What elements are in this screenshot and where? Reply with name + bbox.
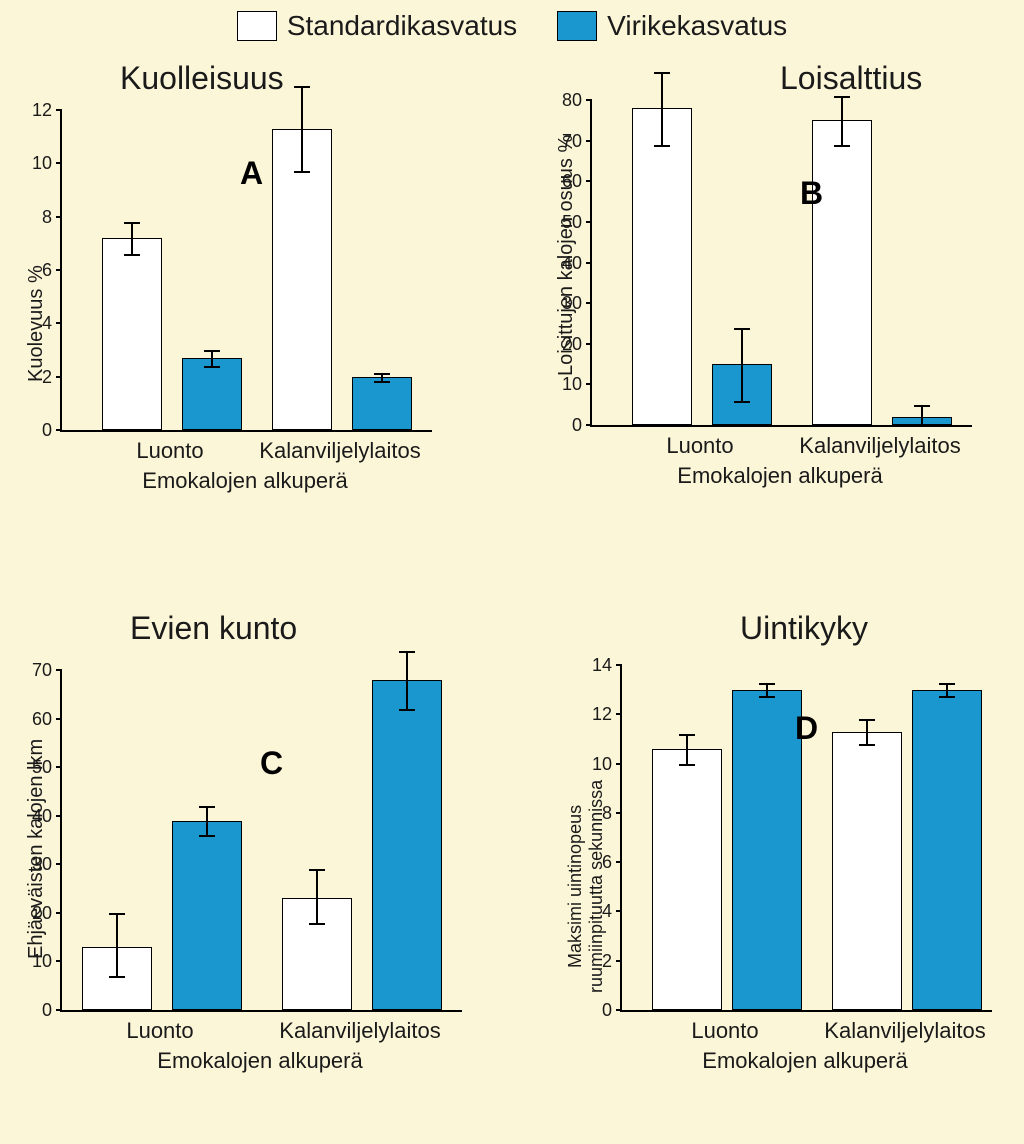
bar [652,749,722,1010]
y-tick-label: 14 [582,655,612,676]
bar [102,238,162,430]
bar [182,358,242,430]
y-tick-label: 80 [552,90,582,111]
panel-title: Kuolleisuus [120,60,284,97]
figure-page: Standardikasvatus Virikekasvatus Kuollei… [0,0,1024,1144]
bar [832,732,902,1010]
y-axis-label: Ehjäeväisten kalojen lkm [25,739,48,959]
y-axis-label: Kuolevuus % [25,265,48,382]
panel-C: Evien kuntoC010203040506070Ehjäeväisten … [10,610,500,1130]
y-axis-label: Loisittujen kalojen osuus % [555,135,578,376]
x-axis-label: Emokalojen alkuperä [60,468,430,494]
bar [272,129,332,430]
panel-letter: C [260,745,283,782]
category-label: Kalanviljelylaitos [270,1018,450,1044]
panel-letter: B [800,175,823,212]
y-tick-label: 0 [582,1000,612,1021]
legend-label: Virikekasvatus [607,10,787,42]
plot-area [590,100,972,427]
bar [812,120,872,425]
category-label: Luonto [70,1018,250,1044]
y-tick-label: 0 [22,420,52,441]
legend-swatch-standard [237,11,277,41]
y-tick-label: 0 [552,415,582,436]
panel-title: Loisalttius [780,60,922,97]
panel-title: Uintikyky [740,610,868,647]
legend: Standardikasvatus Virikekasvatus [0,10,1024,42]
panel-title: Evien kunto [130,610,297,647]
legend-item-standard: Standardikasvatus [237,10,517,42]
bar [632,108,692,425]
panel-letter: A [240,155,263,192]
plot-area [60,670,462,1012]
y-tick-label: 60 [22,709,52,730]
panel-D: UintikykyD02468101214Maksimi uintinopeus… [540,610,1024,1130]
y-tick-label: 10 [552,374,582,395]
y-tick-label: 70 [22,660,52,681]
y-tick-label: 12 [22,100,52,121]
category-label: Kalanviljelylaitos [815,1018,995,1044]
category-label: Luonto [610,433,790,459]
panel-B: LoisalttiusB01020304050607080Loisittujen… [520,60,1010,580]
y-tick-label: 0 [22,1000,52,1021]
x-axis-label: Emokalojen alkuperä [620,1048,990,1074]
bar [732,690,802,1010]
y-tick-label: 10 [22,153,52,174]
bar [912,690,982,1010]
legend-swatch-virike [557,11,597,41]
bar [372,680,442,1010]
bar [172,821,242,1010]
x-axis-label: Emokalojen alkuperä [590,463,970,489]
y-tick-label: 8 [22,207,52,228]
legend-item-virike: Virikekasvatus [557,10,787,42]
category-label: Kalanviljelylaitos [790,433,970,459]
x-axis-label: Emokalojen alkuperä [60,1048,460,1074]
y-axis-label: Maksimi uintinopeusruumiinpituutta sekun… [565,780,607,993]
category-label: Kalanviljelylaitos [250,438,430,464]
panel-A: KuolleisuusA024681012Kuolevuus %LuontoKa… [10,60,500,580]
y-tick-label: 10 [582,754,612,775]
category-label: Luonto [635,1018,815,1044]
category-label: Luonto [80,438,260,464]
y-tick-label: 12 [582,704,612,725]
panel-letter: D [795,710,818,747]
bar [352,377,412,430]
legend-label: Standardikasvatus [287,10,517,42]
